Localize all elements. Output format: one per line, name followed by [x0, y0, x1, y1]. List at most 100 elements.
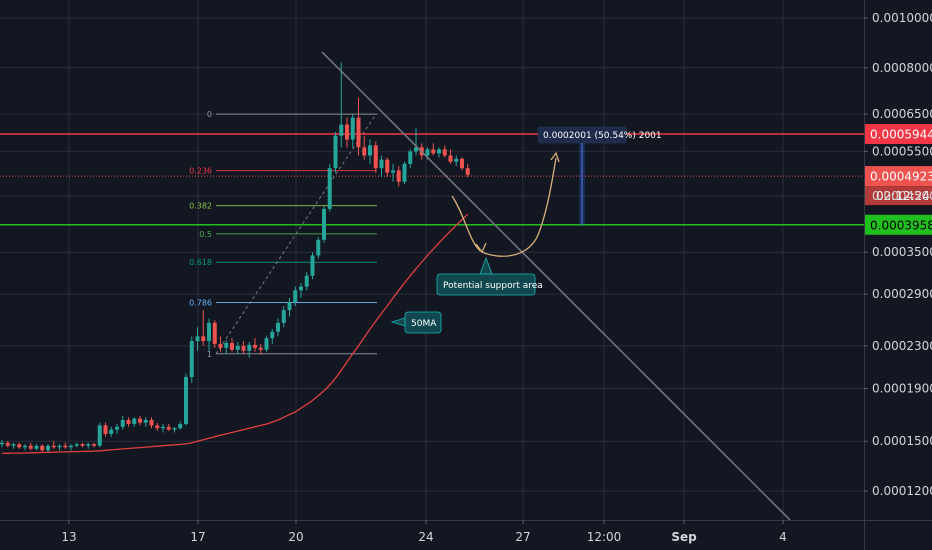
grid	[0, 0, 864, 520]
candle-body	[69, 445, 73, 448]
candle-body	[241, 345, 246, 351]
candle	[23, 444, 27, 451]
candle-body	[92, 444, 96, 446]
y-tick-label: 0.0002300	[872, 339, 932, 353]
candle	[247, 342, 252, 358]
candle	[391, 163, 395, 182]
current-price-label: 0.0004923	[870, 170, 932, 184]
candle	[138, 415, 142, 426]
candle	[287, 298, 292, 317]
candle	[5, 441, 10, 448]
candle	[103, 422, 108, 437]
candle	[0, 439, 4, 448]
candle-body	[34, 445, 39, 449]
x-tick-label: 4	[779, 530, 787, 544]
support-note[interactable]: Potential support area	[436, 273, 543, 296]
resistance-price-label: 0.0005944	[870, 128, 932, 142]
candle	[442, 145, 447, 158]
fib-level-label: 1	[207, 350, 212, 359]
measure-label: 0.0002001 (50.54%) 2001	[537, 126, 662, 144]
x-tick-label: 12:00	[587, 530, 622, 544]
ma-note-text: 50MA	[411, 319, 437, 329]
candle	[356, 97, 361, 156]
candle-body	[11, 444, 16, 446]
candles	[0, 62, 470, 452]
moving-average	[1, 213, 469, 455]
y-tick-label: 0.0006500	[872, 107, 932, 121]
candle-body	[149, 419, 154, 426]
candle-body	[218, 343, 223, 348]
candle-body	[391, 170, 395, 173]
candle-body	[207, 322, 211, 342]
candle	[74, 442, 79, 448]
candle-body	[80, 444, 85, 446]
candle-body	[51, 445, 56, 448]
y-tick-label: 0.0001900	[872, 381, 932, 395]
fibonacci-retracement[interactable]: 0 0.236 0.382 0.5 0.618 0.786 1	[189, 110, 377, 359]
candle-body	[230, 342, 234, 350]
candle-body	[442, 149, 447, 156]
candle-body	[138, 418, 142, 423]
candle	[224, 340, 229, 354]
candle-body	[322, 208, 326, 240]
candle	[465, 163, 470, 178]
candle-body	[270, 331, 275, 339]
y-tick-label: 0.0002900	[872, 287, 932, 301]
candle	[184, 373, 188, 426]
candle-body	[201, 336, 206, 342]
candle	[143, 417, 148, 427]
candle-body	[253, 344, 257, 348]
candle	[414, 128, 418, 156]
candle-body	[460, 158, 464, 169]
x-tick-label: 17	[190, 530, 205, 544]
candle-body	[0, 442, 4, 445]
candle	[120, 415, 125, 430]
candle-body	[396, 170, 401, 182]
candle	[195, 327, 200, 351]
candle	[80, 442, 85, 448]
y-tick-label: 0.0001200	[872, 484, 932, 498]
candle-body	[299, 286, 303, 291]
candle	[304, 272, 309, 291]
time-axis[interactable]: 13 17 20 24 27 12:00 Sep 4	[61, 520, 787, 544]
projection-arrow-up	[550, 151, 560, 163]
candle	[51, 441, 56, 449]
candle	[431, 143, 436, 156]
candle	[57, 444, 62, 451]
candle	[270, 329, 275, 344]
candle	[379, 155, 384, 178]
candle-body	[448, 155, 453, 162]
x-tick-label: 13	[61, 530, 76, 544]
candle-body	[74, 444, 79, 446]
y-tick-label: 0.0008000	[872, 61, 932, 75]
projection-path	[451, 157, 557, 257]
candle	[264, 335, 269, 352]
candle	[368, 139, 372, 164]
candle-body	[379, 159, 384, 169]
candle	[299, 282, 303, 299]
candle	[126, 417, 131, 427]
ma-50-line	[1, 213, 469, 455]
candle	[63, 442, 68, 449]
candle-body	[345, 124, 349, 140]
candle	[40, 444, 45, 452]
candle	[362, 135, 367, 160]
y-tick-label: 0.0005500	[872, 144, 932, 158]
candle-body	[385, 159, 390, 173]
candle-body	[115, 426, 119, 430]
countdown-label: 02:12:24	[876, 189, 930, 203]
x-tick-label: Sep	[671, 530, 697, 544]
candle-body	[86, 444, 91, 446]
candle-body	[258, 347, 263, 350]
candle	[69, 444, 73, 451]
candle-body	[304, 275, 309, 287]
candle	[235, 342, 240, 354]
drawings[interactable]	[321, 51, 791, 521]
support-note-text: Potential support area	[443, 281, 543, 291]
candle	[385, 157, 390, 178]
candle-body	[17, 444, 22, 448]
candle-body	[437, 149, 441, 154]
ma-note[interactable]: 50MA	[404, 311, 442, 334]
